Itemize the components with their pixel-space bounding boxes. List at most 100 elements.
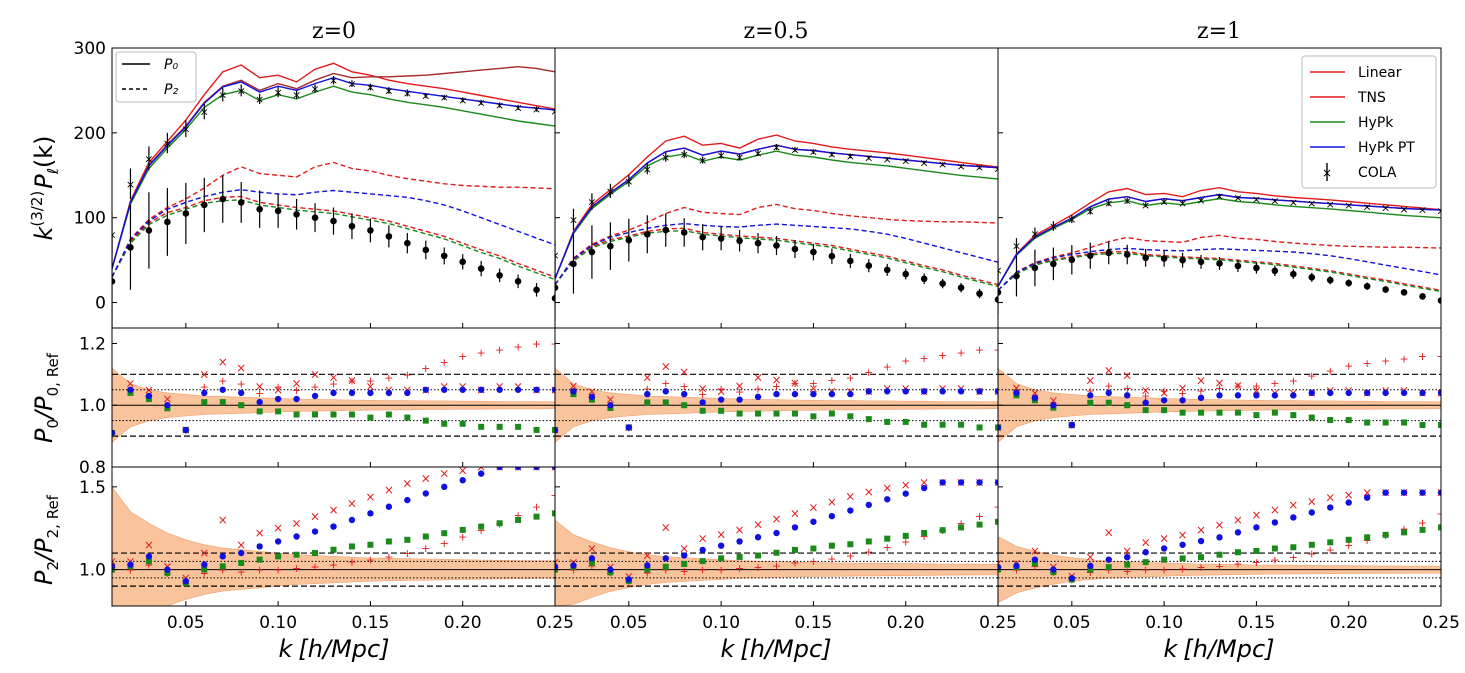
hypk-ratio-marker [828, 542, 835, 549]
hypk-pt-ratio-marker [810, 390, 817, 398]
tns-ratio-marker: + [384, 550, 393, 563]
hypk-ratio-marker [1401, 419, 1408, 426]
error-band [112, 486, 555, 606]
linear-ratio-marker: × [1288, 498, 1298, 512]
linear-ratio-marker: × [273, 383, 283, 397]
x-tick-label: 0.10 [702, 613, 740, 633]
linear-ratio-marker: × [199, 367, 209, 381]
tns-ratio-marker: + [901, 535, 910, 548]
linear-ratio-marker: × [993, 556, 1003, 570]
error-band [555, 519, 998, 606]
cola-p2-point [570, 260, 577, 268]
tns-ratio-marker: + [1233, 379, 1242, 392]
hypk-ratio-marker [1179, 409, 1186, 416]
linear-ratio-marker: × [439, 467, 449, 481]
cola-p0-point: × [993, 162, 1002, 175]
linear-ratio-marker: × [1122, 544, 1132, 558]
hypk-ratio-marker [1216, 551, 1223, 558]
y-tick-label: 1.2 [79, 334, 106, 354]
cola-p0-point: × [347, 78, 356, 91]
p0-hypk-line [998, 197, 1441, 287]
hypk-pt-ratio-marker [1308, 389, 1315, 397]
hypk-pt-ratio-marker [1271, 519, 1279, 526]
tns-ratio-marker: + [846, 550, 855, 563]
hypk-pt-ratio-marker [201, 561, 208, 568]
cola-p2-point [127, 244, 134, 251]
hypk-pt-ratio-marker [1437, 389, 1441, 397]
hypk-ratio-marker [367, 414, 374, 421]
linear-ratio-marker: × [181, 571, 191, 585]
hypk-ratio-marker [1364, 419, 1371, 426]
hypk-pt-ratio-marker [847, 390, 854, 398]
hypk-pt-ratio-marker [1345, 499, 1352, 506]
hypk-pt-ratio-marker [791, 390, 799, 398]
p2-linear-line [112, 161, 555, 278]
linear-ratio-marker: × [790, 376, 800, 390]
hypk-pt-ratio-marker [533, 386, 540, 393]
tns-ratio-marker: + [218, 375, 227, 388]
cola-p2-point [1290, 270, 1297, 278]
p0-hypk-line [112, 85, 555, 269]
hypk-ratio-marker [1124, 402, 1131, 409]
cola-p0-point: × [310, 83, 319, 96]
hypk-pt-ratio-marker [998, 424, 1002, 431]
hypk-pt-ratio-marker [330, 389, 337, 397]
hypk-ratio-marker [348, 411, 355, 418]
cola-p0-point: × [403, 87, 412, 100]
hypk-ratio-marker [459, 526, 466, 533]
x-tick-label: 0.10 [259, 613, 297, 633]
cola-p0-point: × [1289, 196, 1298, 209]
linear-ratio-marker: × [827, 495, 837, 509]
tns-ratio-marker: + [1252, 379, 1261, 392]
cola-p2-point [274, 207, 282, 215]
p0-hypk-pt-line [112, 76, 555, 269]
cola-p0-point: × [1049, 220, 1058, 233]
hypk-pt-ratio-marker [1234, 392, 1242, 399]
hypk-pt-ratio-marker [441, 386, 448, 393]
hypk-pt-ratio-marker [1142, 549, 1149, 556]
cola-p0-point: × [790, 143, 799, 156]
linear-ratio-marker: × [1159, 386, 1169, 400]
hypk-pt-ratio-marker [847, 507, 854, 514]
cola-p0-point: × [477, 96, 486, 109]
cola-p2-point [367, 227, 374, 234]
hypk-pt-ratio-marker [201, 389, 208, 397]
cola-p2-point [902, 270, 910, 278]
tns-ratio-marker: + [1233, 557, 1242, 570]
cola-p2-point [1345, 279, 1353, 287]
cola-p2-point [1050, 260, 1057, 268]
hypk-ratio-marker [1419, 421, 1426, 428]
hypk-ratio-marker [662, 563, 669, 570]
hypk-pt-ratio-marker [145, 392, 153, 400]
hypk-ratio-marker [164, 569, 171, 576]
hypk-ratio-marker [1087, 399, 1094, 406]
cola-p2-point [200, 201, 208, 209]
tns-ratio-marker: + [827, 552, 836, 565]
cola-p0-point: × [237, 84, 246, 97]
linear-ratio-marker: × [716, 527, 726, 541]
hypk-ratio-marker [201, 399, 208, 406]
hypk-pt-ratio-marker [311, 392, 319, 400]
linear-ratio-marker: × [1141, 383, 1151, 397]
cola-p2-point [1253, 264, 1260, 272]
hypk-pt-ratio-marker [311, 528, 319, 535]
hypk-ratio-marker [921, 421, 928, 428]
hypk-pt-ratio-marker [1234, 529, 1242, 536]
hypk-pt-ratio-marker [1253, 524, 1260, 531]
linear-ratio-marker: × [901, 478, 911, 492]
p0-hypk-pt-line [555, 144, 998, 280]
cola-p0-point: × [883, 153, 892, 166]
cola-p0-point: × [1233, 191, 1242, 204]
cola-p0-point: × [735, 151, 744, 164]
linear-ratio-marker: × [1085, 374, 1095, 388]
cola-p2-point [920, 275, 928, 283]
hypk-ratio-marker [902, 418, 909, 425]
hypk-pt-ratio-marker [865, 388, 872, 395]
linear-ratio-marker: × [218, 513, 228, 527]
hypk-pt-ratio-marker [1437, 489, 1441, 496]
tns-ratio-marker: + [255, 387, 264, 400]
hypk-pt-ratio-marker [1031, 394, 1039, 402]
hypk-ratio-marker [1271, 409, 1278, 416]
cola-p0-point: × [1399, 203, 1408, 216]
hypk-pt-ratio-marker [348, 516, 356, 524]
